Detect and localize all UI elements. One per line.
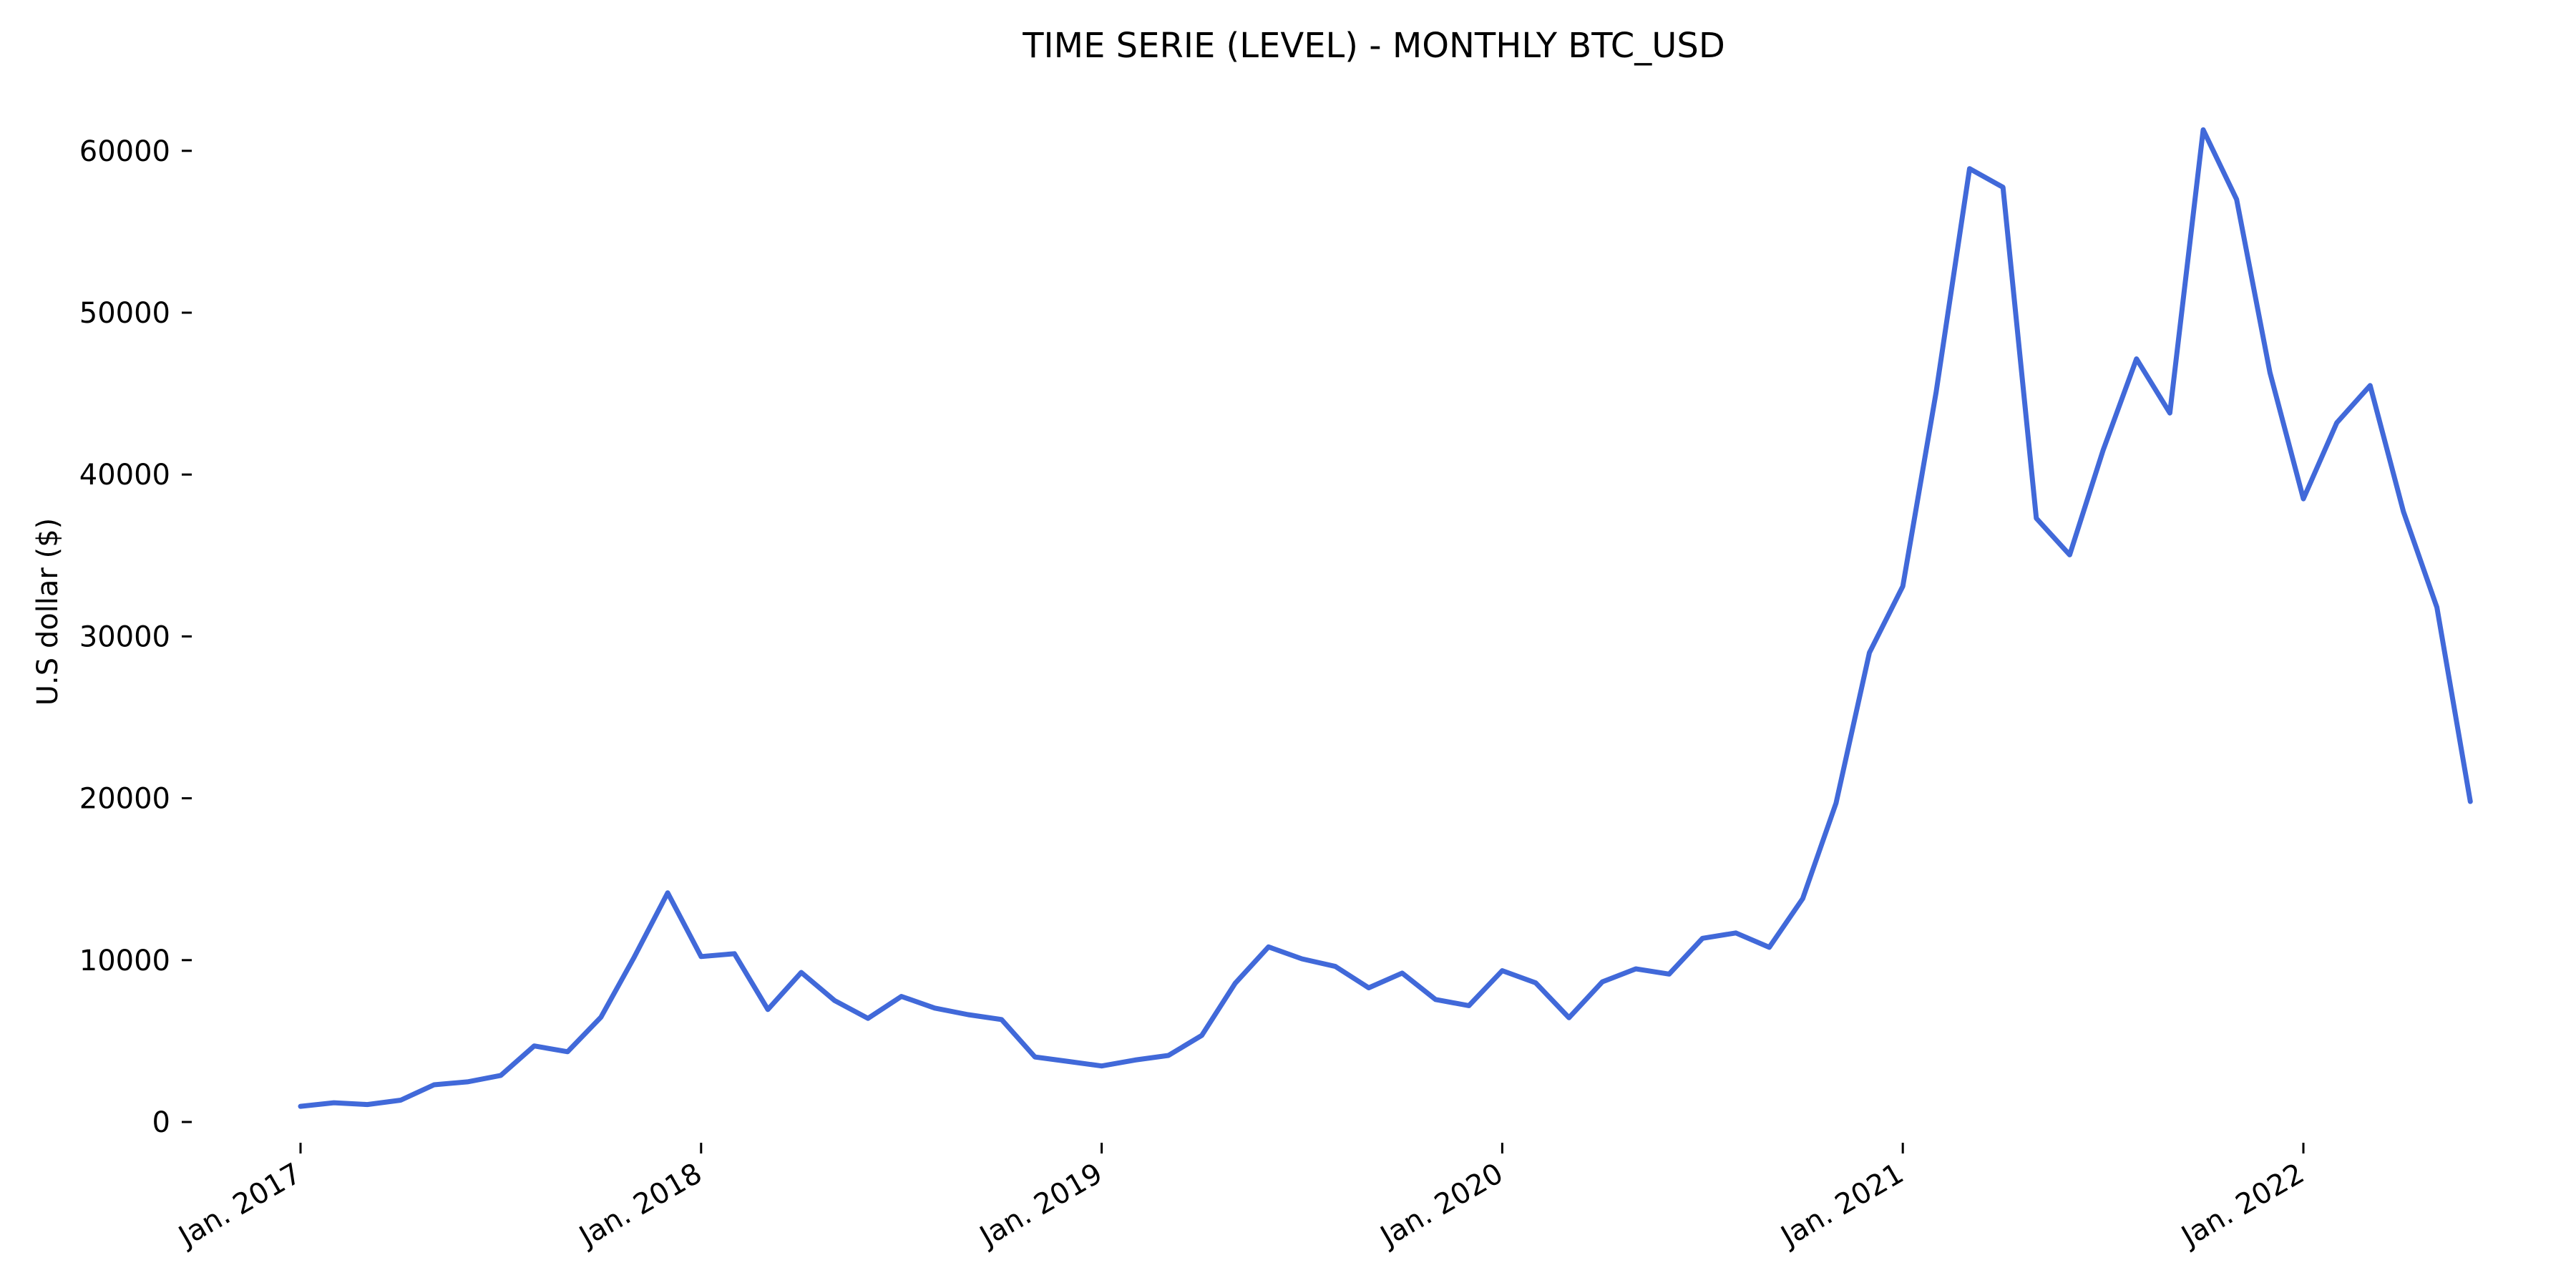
x-tick-label: Jan. 2018 xyxy=(572,1157,708,1254)
y-tick-label: 20000 xyxy=(79,783,170,816)
x-axis: Jan. 2017 Jan. 2018 Jan. 2019 Jan. 2020 Jan.… xyxy=(172,1143,2310,1254)
y-tick-label: 10000 xyxy=(79,945,170,977)
series-line-btc-usd xyxy=(298,127,2473,1109)
y-axis: 0 10000 20000 30000 40000 50000 60000 xyxy=(79,135,192,1139)
chart-title: TIME SERIE (LEVEL) - MONTHLY BTC_USD xyxy=(1022,26,1725,66)
y-tick-label: 50000 xyxy=(79,297,170,330)
y-tick-label: 40000 xyxy=(79,459,170,492)
x-tick-label: Jan. 2022 xyxy=(2175,1157,2310,1254)
y-tick-label: 60000 xyxy=(79,135,170,168)
x-tick-label: Jan. 2019 xyxy=(972,1157,1108,1254)
y-tick-label: 30000 xyxy=(79,620,170,653)
plot-series-group xyxy=(298,127,2473,1109)
y-axis-label: U.S dollar ($) xyxy=(31,518,64,706)
y-tick-label: 0 xyxy=(152,1106,170,1139)
x-tick-label: Jan. 2017 xyxy=(172,1157,307,1254)
x-tick-label: Jan. 2021 xyxy=(1774,1157,1909,1254)
x-tick-label: Jan. 2020 xyxy=(1373,1157,1508,1254)
